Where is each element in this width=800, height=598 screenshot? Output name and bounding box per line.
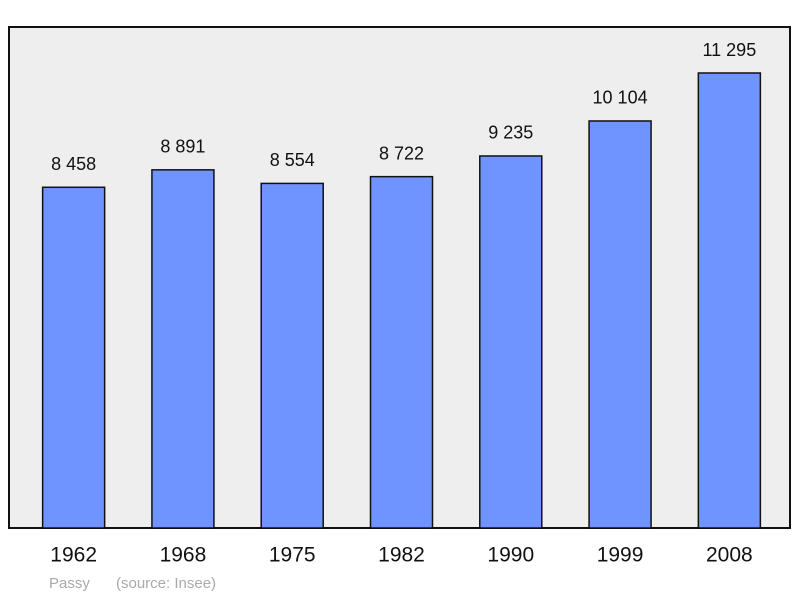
source-note: (source: Insee) bbox=[116, 575, 216, 592]
x-tick-label: 1990 bbox=[487, 544, 534, 567]
x-tick-label: 1968 bbox=[160, 544, 207, 567]
x-tick-label: 2008 bbox=[706, 544, 753, 567]
value-label: 9 235 bbox=[488, 123, 533, 143]
value-label: 8 891 bbox=[160, 137, 205, 157]
x-tick-label: 1975 bbox=[269, 544, 316, 567]
bar bbox=[41, 186, 106, 529]
x-tick-label: 1999 bbox=[597, 544, 644, 567]
bar bbox=[697, 72, 762, 529]
bar bbox=[260, 182, 324, 529]
value-label: 11 295 bbox=[702, 40, 756, 60]
x-tick-label: 1982 bbox=[378, 544, 425, 567]
bar bbox=[151, 169, 215, 529]
place-name: Passy bbox=[49, 575, 90, 592]
bar bbox=[479, 155, 543, 529]
value-label: 8 722 bbox=[379, 143, 424, 163]
bar bbox=[588, 120, 652, 529]
value-label: 8 458 bbox=[51, 154, 96, 174]
x-tick-label: 1962 bbox=[50, 544, 97, 567]
bar bbox=[369, 175, 434, 529]
value-label: 10 104 bbox=[593, 88, 648, 108]
value-label: 8 554 bbox=[270, 150, 315, 170]
